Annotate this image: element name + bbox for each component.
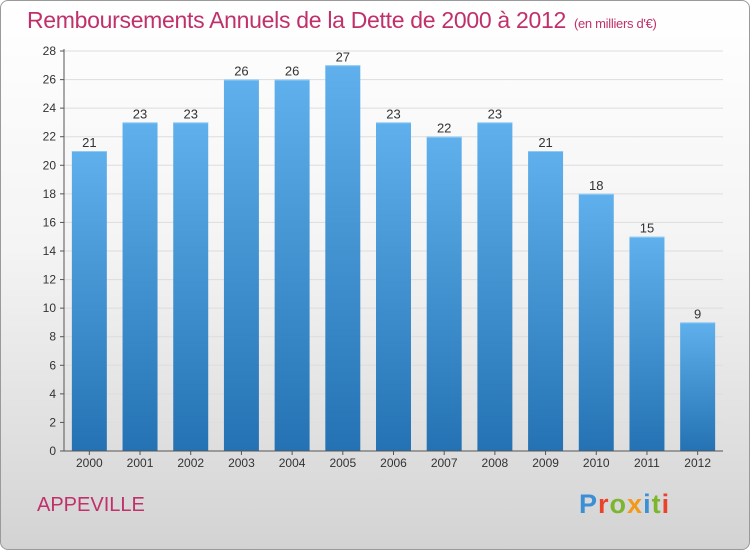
bar-2012 [680,322,716,451]
value-label-2011: 15 [640,221,654,236]
y-tick-label: 10 [43,301,57,315]
chart-subtitle: (en milliers d'€) [573,16,657,31]
logo-letter: o [609,489,628,519]
logo-letter: P [579,489,599,519]
value-label-2007: 22 [437,121,451,136]
proxiti-logo: Proxiti [579,489,670,520]
x-tick-label-2002: 2002 [177,456,204,470]
value-label-2001: 23 [133,106,147,121]
value-label-2010: 18 [589,178,603,193]
commune-name: APPEVILLE [37,494,145,516]
bar-2009 [528,151,564,451]
y-tick-label: 26 [43,73,57,87]
x-tick-label-2003: 2003 [228,456,255,470]
bar-2008 [477,122,513,451]
value-label-2003: 26 [234,64,248,79]
y-tick-label: 4 [49,387,56,401]
value-label-2005: 27 [336,49,350,64]
bar-2005 [325,65,361,452]
value-label-2009: 21 [538,135,552,150]
value-label-2008: 23 [488,106,502,121]
y-tick-label: 22 [43,130,57,144]
logo-letter: x [627,489,644,519]
y-tick-label: 14 [43,244,57,258]
bar-2000 [71,151,107,451]
x-tick-label-2006: 2006 [380,456,407,470]
bar-2003 [223,79,259,452]
x-tick-label-2005: 2005 [329,456,356,470]
logo-letter: r [598,489,610,519]
logo-letter: i [643,489,652,519]
bar-2011 [629,236,665,451]
y-tick-label: 0 [49,444,56,458]
value-label-2012: 9 [694,306,701,321]
y-tick-label: 16 [43,215,57,229]
chart-title-text: Remboursements Annuels de la Dette de 20… [27,7,566,33]
x-tick-label-2010: 2010 [583,456,610,470]
y-tick-label: 12 [43,273,57,287]
x-tick-label-2004: 2004 [279,456,306,470]
bar-2001 [122,122,158,451]
chart-title: Remboursements Annuels de la Dette de 20… [27,7,657,34]
bar-2007 [426,136,462,451]
bar-2010 [578,193,614,451]
bar-2002 [173,122,209,451]
y-tick-label: 6 [49,358,56,372]
value-label-2004: 26 [285,64,299,79]
x-tick-label-2012: 2012 [684,456,711,470]
y-tick-label: 2 [49,415,56,429]
logo-letter: t [651,489,662,519]
y-tick-label: 8 [49,330,56,344]
value-label-2006: 23 [386,106,400,121]
x-tick-label-2008: 2008 [482,456,509,470]
y-tick-label: 18 [43,187,57,201]
x-tick-label-2009: 2009 [532,456,559,470]
value-label-2000: 21 [82,135,96,150]
logo-letter: i [661,489,671,519]
y-tick-label: 20 [43,158,57,172]
y-tick-label: 28 [43,44,57,58]
x-tick-label-2001: 2001 [127,456,154,470]
value-labels: 21 23 23 26 26 27 23 22 23 21 18 15 9 [82,49,701,321]
y-tick-label: 24 [43,101,57,115]
bars [71,65,716,452]
bar-2004 [274,79,310,452]
x-tick-label-2007: 2007 [431,456,458,470]
bar-2006 [376,122,411,451]
x-tick-label-2000: 2000 [76,456,103,470]
value-label-2002: 23 [183,106,197,121]
x-tick-label-2011: 2011 [634,456,660,470]
